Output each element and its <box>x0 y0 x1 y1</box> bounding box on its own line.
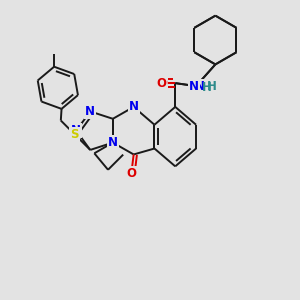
Text: H: H <box>202 81 212 94</box>
Text: O: O <box>126 167 136 180</box>
Text: N: N <box>195 80 205 93</box>
Text: S: S <box>70 128 79 141</box>
Text: N: N <box>71 124 81 137</box>
Text: N: N <box>85 105 95 118</box>
Text: O: O <box>157 76 167 90</box>
Text: N: N <box>108 136 118 149</box>
Text: H: H <box>207 80 217 93</box>
Text: N: N <box>189 80 199 93</box>
Text: O: O <box>156 76 166 90</box>
Text: N: N <box>129 100 139 113</box>
